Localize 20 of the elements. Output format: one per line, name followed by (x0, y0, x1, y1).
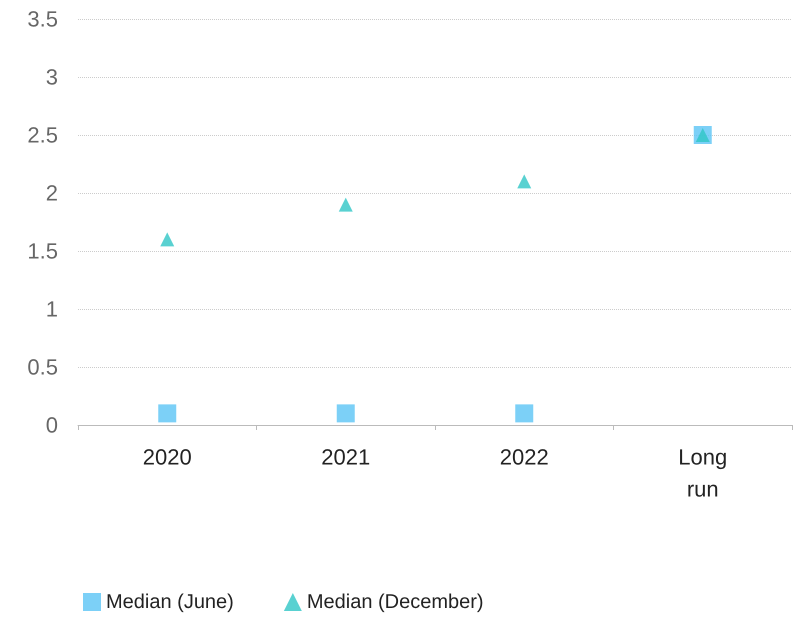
y-tick-label: 3.5 (27, 6, 58, 32)
point (158, 404, 176, 422)
y-tick-label: 2.5 (27, 122, 58, 148)
y-tick-label: 2 (46, 180, 58, 206)
legend-label: Median (December) (306, 591, 484, 613)
y-tick-label: 0 (46, 412, 58, 438)
point (517, 174, 532, 188)
point (336, 404, 355, 422)
y-tick-label: 1.5 (27, 238, 58, 264)
x-tick-label: 2022 (500, 444, 549, 470)
x-tick-label: Long run (678, 444, 728, 502)
y-tick-label: 3 (46, 64, 58, 90)
y-tick-label: 0.5 (27, 354, 58, 380)
point (515, 404, 534, 422)
y-tick-label: 1 (46, 296, 58, 322)
legend-label: Median (June) (106, 591, 234, 613)
point (160, 232, 174, 246)
x-tick-label: 2021 (321, 444, 370, 470)
point (338, 198, 353, 212)
x-tick-label: 2020 (142, 444, 192, 470)
